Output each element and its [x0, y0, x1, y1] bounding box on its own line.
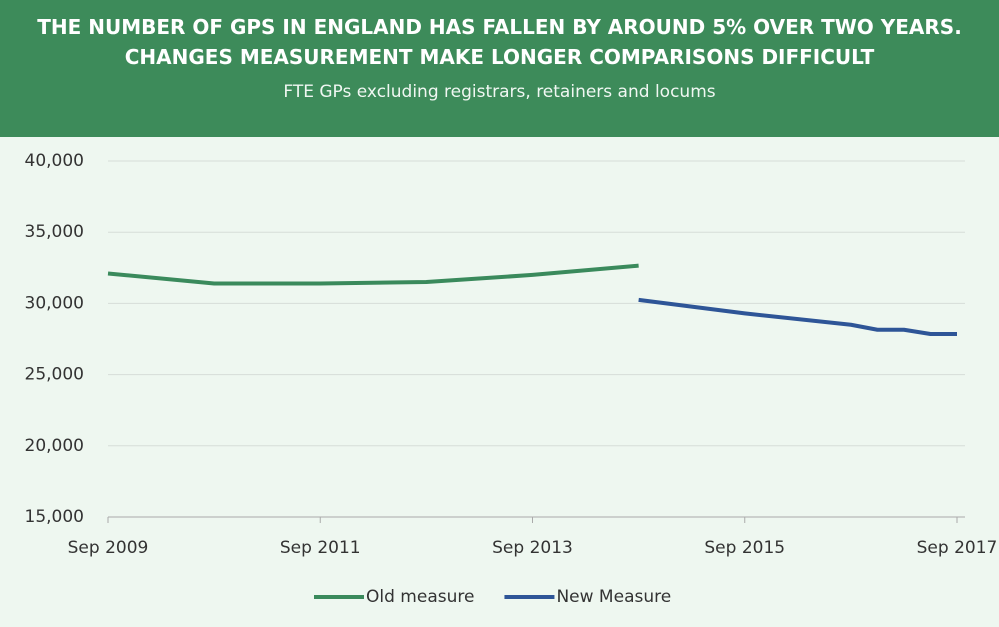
y-tick-label: 40,000 [25, 151, 84, 171]
legend-label: Old measure [366, 587, 474, 607]
x-tick-label: Sep 2013 [492, 538, 573, 558]
y-tick-label: 35,000 [25, 222, 84, 242]
header: THE NUMBER OF GPS IN ENGLAND HAS FALLEN … [0, 0, 999, 137]
x-tick-label: Sep 2017 [917, 538, 998, 558]
x-tick-label: Sep 2009 [68, 538, 149, 558]
x-tick-label: Sep 2015 [704, 538, 785, 558]
chart: 15,000 20,000 25,000 30,000 35,000 40,000 Sep … [25, 151, 998, 607]
y-tick-label: 20,000 [25, 436, 84, 456]
y-tick-label: 15,000 [25, 507, 84, 527]
y-tick-label: 30,000 [25, 293, 84, 313]
chart-subtitle: FTE GPs excluding registrars, retainers … [283, 82, 716, 102]
series-line [638, 297, 957, 337]
y-tick-label: 25,000 [25, 365, 84, 385]
x-tick-label: Sep 2011 [280, 538, 361, 558]
chart-title: THE NUMBER OF GPS IN ENGLAND HAS FALLEN … [37, 15, 962, 69]
series-line [107, 263, 639, 286]
legend-label: New Measure [556, 587, 671, 607]
